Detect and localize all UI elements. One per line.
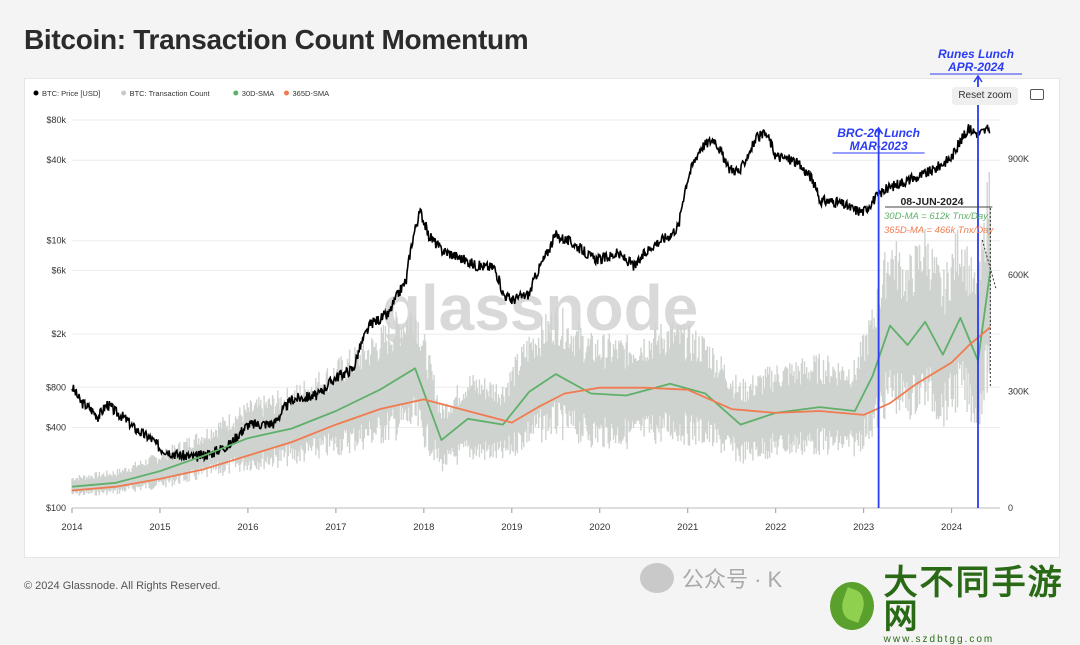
legend: BTC: Price [USD] BTC: Transaction Count 30… [33,89,330,98]
x-axis-tick-label: 2015 [149,522,170,533]
sma365-series-line [71,326,991,492]
right-axis-tick-label: 900K [1008,154,1029,164]
wechat-icon [640,563,674,593]
legend-label: BTC: Price [USD] [42,89,100,98]
x-axis-tick-label: 2019 [501,522,522,533]
axes: $80k $40k $10k $6k $2k $800 $400 $100 900K 600K 30… [46,115,1029,533]
legend-label: BTC: Transaction Count [130,89,211,98]
callout-dashed-connector [981,239,997,291]
left-axis-tick-label: $40k [46,155,66,165]
glassnode-watermark: glassnode [382,272,699,344]
left-axis-tick-label: $2k [51,329,66,339]
brc20-label-date: MAR-2023 [850,139,908,153]
camera-icon[interactable] [1030,89,1044,100]
brand-logo: 大不同手游网 www.szdbtgg.com [830,566,1080,645]
x-axis-tick-label: 2024 [941,522,962,533]
x-axis-tick-label: 2016 [237,522,258,533]
brc20-label-title: BRC-20 Lunch [837,126,920,140]
wechat-watermark: 公众号 · K [640,562,782,594]
brc20-marker-line-arrow [873,126,884,135]
watermark-layer: glassnode [382,272,699,344]
brand-url: www.szdbtgg.com [883,634,995,645]
legend-marker [233,90,239,96]
x-axis-tick-label: 2020 [589,522,610,533]
left-axis-tick-label: $400 [46,423,66,433]
x-axis-tick-label: 2018 [413,522,434,533]
brand-name: 大不同手游网 [883,564,1064,636]
sma30-series-line [71,270,992,488]
chart-svg: glassnode $80k $40k $10k $6k $2k $800 $400 $100… [33,47,1029,533]
price-series-line [71,124,991,463]
left-axis-tick-label: $80k [46,115,66,125]
series-layer [71,124,992,492]
x-axis-tick-label: 2021 [677,522,698,533]
x-axis-tick-label: 2023 [853,522,874,533]
legend-marker [33,90,39,96]
right-axis-tick-label: 600K [1008,270,1029,280]
sma365-value-label: 365D-MA = 466k Tnx/Day [884,225,994,236]
legend-marker [121,90,127,96]
reset-zoom-button[interactable]: Reset zoom [952,87,1018,105]
right-axis-tick-label: 300K [1008,387,1029,397]
chart-title: Bitcoin: Transaction Count Momentum [24,24,529,55]
wechat-text: 公众号 · K [682,567,783,592]
legend-label: 365D-SMA [293,89,330,98]
x-axis-tick-label: 2017 [325,522,346,533]
right-axis-tick-label: 0 [1008,503,1013,513]
left-axis-tick-label: $10k [46,236,66,246]
date-callout-label: 08-JUN-2024 [900,196,963,208]
x-axis-tick-label: 2014 [61,522,82,533]
left-axis-tick-label: $100 [46,503,66,513]
x-axis-tick-label: 2022 [765,522,786,533]
runes-marker-line-arrow [973,74,983,83]
left-axis-tick-label: $6k [51,265,66,275]
leaf-logo-icon [830,581,874,630]
left-axis-tick-label: $800 [46,382,66,392]
legend-marker [284,90,289,96]
runes-label-date: APR-2024 [947,60,1004,74]
copyright-footer: © 2024 Glassnode. All Rights Reserved. [24,580,221,592]
runes-label-title: Runes Lunch [938,47,1014,61]
sma30-value-label: 30D-MA = 612k Tnx/Day [884,211,989,222]
legend-label: 30D-SMA [242,89,275,98]
